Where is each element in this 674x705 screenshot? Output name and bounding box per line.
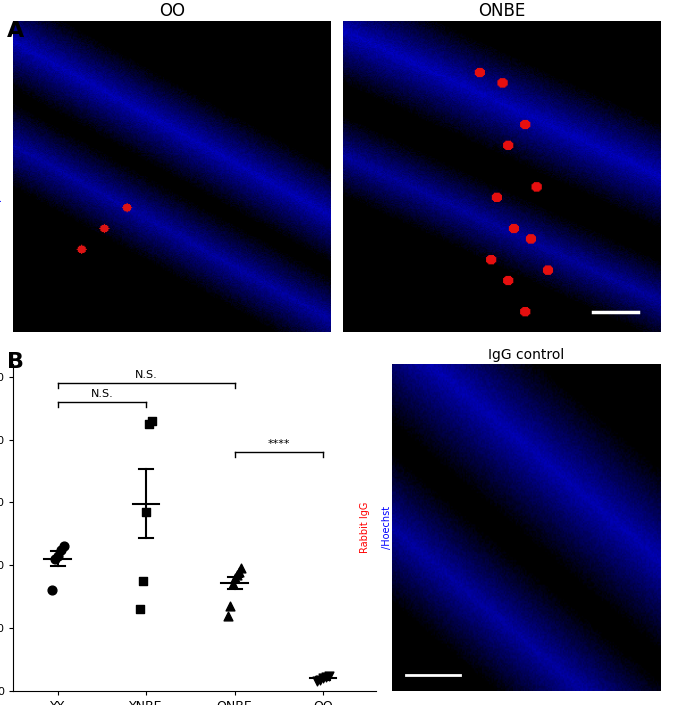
Point — [317, 673, 328, 684]
Text: N.S.: N.S. — [135, 370, 158, 380]
Point — [227, 578, 238, 589]
Text: ****: **** — [268, 439, 290, 449]
Text: /Hoechst: /Hoechst — [381, 506, 392, 549]
Point — [135, 603, 146, 615]
Point — [229, 572, 240, 584]
Point — [231, 569, 242, 580]
Point — [53, 550, 63, 561]
Title: ONBE: ONBE — [479, 1, 526, 20]
Title: IgG control: IgG control — [488, 348, 564, 362]
Text: /Hoechst: /Hoechst — [0, 152, 3, 202]
Point — [311, 676, 322, 687]
Point — [324, 670, 334, 682]
Text: A: A — [7, 21, 24, 41]
Text: N.S.: N.S. — [90, 388, 113, 399]
Point — [137, 575, 148, 587]
Point — [59, 541, 69, 552]
Text: B: B — [7, 352, 24, 372]
Point — [147, 415, 158, 427]
Title: OO: OO — [159, 1, 185, 20]
Point — [49, 553, 60, 565]
Text: Rabbit IgG: Rabbit IgG — [360, 502, 370, 553]
Point — [315, 674, 326, 685]
Point — [233, 566, 244, 577]
Point — [141, 506, 152, 517]
Point — [46, 584, 57, 596]
Point — [144, 418, 154, 429]
Point — [321, 671, 332, 682]
Point — [55, 544, 66, 555]
Point — [235, 563, 246, 574]
Point — [225, 601, 236, 612]
Point — [223, 610, 234, 621]
